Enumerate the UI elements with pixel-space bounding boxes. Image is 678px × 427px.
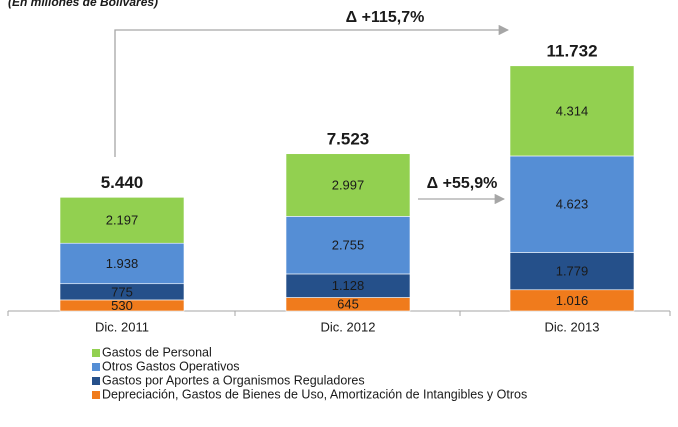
legend-label: Gastos por Aportes a Organismos Regulado… bbox=[102, 373, 365, 387]
total-label: 7.523 bbox=[327, 129, 370, 148]
bar-segment bbox=[59, 242, 185, 285]
data-label: 2.197 bbox=[106, 213, 139, 228]
data-label: 1.938 bbox=[106, 256, 139, 271]
data-label: 645 bbox=[337, 297, 359, 312]
legend-swatch bbox=[92, 349, 100, 357]
data-label: 1.128 bbox=[332, 278, 365, 293]
growth-arrow bbox=[114, 24, 510, 157]
bar-segment bbox=[285, 153, 411, 217]
total-label: 5.440 bbox=[101, 173, 144, 192]
bar-segment bbox=[285, 216, 411, 275]
data-label: 1.016 bbox=[556, 293, 589, 308]
data-label: 4.314 bbox=[556, 103, 589, 118]
data-label: 4.623 bbox=[556, 197, 589, 212]
x-tick-label: Dic. 2013 bbox=[545, 319, 600, 334]
legend-label: Gastos de Personal bbox=[102, 345, 212, 359]
annotation: Δ +55,9% bbox=[427, 175, 498, 192]
x-tick-label: Dic. 2012 bbox=[321, 319, 376, 334]
legend-swatch bbox=[92, 377, 100, 385]
axis-ticks bbox=[7, 311, 671, 316]
data-label: 775 bbox=[111, 284, 133, 299]
annotation: Δ +115,7% bbox=[346, 9, 425, 26]
bar-segment bbox=[59, 197, 185, 244]
subtitle: (En millones de Bolívares) bbox=[8, 0, 158, 9]
data-label: 530 bbox=[111, 298, 133, 313]
data-label: 2.997 bbox=[332, 177, 365, 192]
data-label: 1.779 bbox=[556, 264, 589, 279]
legend-swatch bbox=[92, 363, 100, 371]
legend-swatch bbox=[92, 391, 100, 399]
total-label: 11.732 bbox=[546, 41, 597, 60]
bar-segment bbox=[509, 252, 635, 291]
x-tick-label: Dic. 2011 bbox=[95, 319, 149, 334]
data-label: 2.755 bbox=[332, 238, 365, 253]
bar-segment bbox=[509, 65, 635, 157]
legend-label: Depreciación, Gastos de Bienes de Uso, A… bbox=[102, 387, 527, 401]
legend-label: Otros Gastos Operativos bbox=[102, 359, 240, 373]
